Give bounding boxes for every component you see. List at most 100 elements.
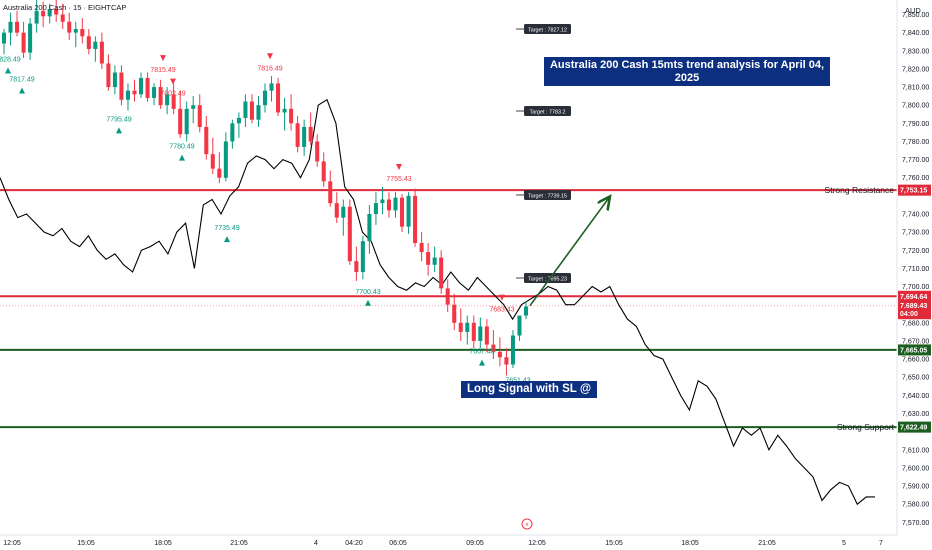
pivot-low-marker bbox=[365, 299, 371, 306]
target-tag-bg bbox=[524, 24, 571, 34]
candle-body bbox=[321, 161, 326, 182]
candle-body bbox=[145, 77, 150, 98]
candle-body bbox=[1, 32, 7, 44]
y-tick-label: 7,610.00 bbox=[902, 447, 929, 454]
pivot-high-label: 7683.43 bbox=[489, 307, 514, 314]
y-tick-label: 7,840.00 bbox=[902, 30, 929, 37]
candle-body bbox=[80, 29, 85, 37]
price-axis-bg bbox=[897, 0, 932, 550]
candle-body bbox=[158, 87, 163, 106]
candle-body bbox=[491, 344, 496, 352]
candle-body bbox=[217, 168, 222, 178]
candle-body bbox=[47, 9, 52, 17]
candle-body bbox=[165, 94, 170, 106]
x-tick-label: 06:05 bbox=[389, 540, 407, 547]
symbol-header: Australia 200 Cash · 15 · EIGHTCAP bbox=[3, 3, 127, 12]
pivot-high-marker bbox=[170, 78, 176, 85]
candle-body bbox=[256, 105, 261, 120]
pivot-low-marker bbox=[479, 359, 485, 366]
candle-body bbox=[139, 77, 144, 95]
candle-body bbox=[223, 141, 228, 178]
pivot-low-label: 7817.49 bbox=[9, 76, 34, 83]
price-tag-bg bbox=[898, 300, 931, 312]
pivot-high-marker bbox=[499, 294, 505, 301]
candle-body bbox=[243, 101, 248, 118]
pivot-high-label: 7755.43 bbox=[386, 176, 411, 183]
candle-body bbox=[86, 36, 91, 49]
candle-body bbox=[21, 32, 26, 53]
candle-body bbox=[132, 90, 137, 95]
support-label: Strong Support bbox=[837, 422, 895, 432]
currency-label: AUD bbox=[905, 6, 921, 15]
candle-body bbox=[262, 90, 268, 106]
x-tick-label: 18:05 bbox=[154, 540, 172, 547]
pivot-low-label: 7780.49 bbox=[169, 144, 194, 151]
event-icon bbox=[521, 518, 533, 530]
candle-body bbox=[67, 21, 72, 33]
x-tick-label: 12:05 bbox=[528, 540, 546, 547]
y-tick-label: 7,730.00 bbox=[902, 230, 929, 237]
candle-body bbox=[413, 195, 418, 244]
website-label: www.mastersinnifty.com bbox=[622, 85, 752, 97]
candle-body bbox=[347, 206, 352, 262]
y-tick-label: 7,770.00 bbox=[902, 157, 929, 164]
x-tick-label: 15:05 bbox=[77, 540, 95, 547]
candle-body bbox=[393, 197, 398, 211]
candle-body bbox=[230, 123, 235, 142]
pivot-high-marker bbox=[267, 53, 273, 60]
x-tick-label: 7 bbox=[879, 540, 883, 547]
analysis-title-box: Australia 200 Cash 15mts trend analysis … bbox=[544, 57, 830, 97]
y-tick-label: 7,670.00 bbox=[902, 338, 929, 345]
y-tick-label: 7,680.00 bbox=[902, 320, 929, 327]
pivot-high-marker bbox=[396, 164, 402, 171]
candle-body bbox=[152, 87, 157, 98]
candle-body bbox=[354, 261, 359, 273]
candle-body bbox=[99, 41, 104, 64]
candle-body bbox=[308, 126, 313, 142]
candle-body bbox=[484, 326, 489, 345]
target-tag-bg bbox=[524, 273, 571, 283]
analysis-title: Australia 200 Cash 15mts trend analysis … bbox=[549, 59, 825, 84]
candle-body bbox=[178, 108, 183, 135]
y-tick-label: 7,780.00 bbox=[902, 139, 929, 146]
y-tick-label: 7,740.00 bbox=[902, 212, 929, 219]
pivot-high-label: 7816.49 bbox=[257, 65, 282, 72]
pivot-low-label: 7700.43 bbox=[355, 289, 380, 296]
candle-body bbox=[60, 14, 65, 22]
price-tag-label: 04:00 bbox=[900, 311, 918, 318]
candle-body bbox=[400, 197, 405, 227]
x-tick-label: 18:05 bbox=[681, 540, 699, 547]
candle-body bbox=[367, 214, 372, 242]
y-tick-label: 7,630.00 bbox=[902, 411, 929, 418]
candle-body bbox=[315, 141, 320, 162]
pivot-low-marker bbox=[224, 236, 230, 243]
candle-body bbox=[452, 304, 457, 323]
candle-body bbox=[432, 257, 437, 265]
pivot-low-marker bbox=[5, 67, 11, 74]
candle-body bbox=[478, 326, 483, 341]
candle-body bbox=[191, 105, 196, 109]
candle-body bbox=[119, 72, 124, 100]
candle-body bbox=[125, 90, 130, 100]
candle-body bbox=[302, 126, 307, 147]
candle-body bbox=[34, 10, 39, 24]
candle-body bbox=[295, 123, 300, 147]
y-tick-label: 7,570.00 bbox=[902, 520, 929, 527]
lightning-icon: ⚡ bbox=[525, 521, 530, 529]
candle-body bbox=[54, 9, 59, 15]
target-label: Target : 7783.2 bbox=[530, 109, 566, 115]
y-tick-label: 7,710.00 bbox=[902, 266, 929, 273]
candle-body bbox=[445, 288, 450, 305]
candle-body bbox=[504, 357, 509, 365]
candle-body bbox=[15, 21, 20, 33]
x-tick-label: 12:05 bbox=[3, 540, 21, 547]
y-tick-label: 7,580.00 bbox=[902, 502, 929, 509]
candle-body bbox=[210, 154, 215, 169]
resistance-label: Strong Resistance bbox=[825, 185, 895, 195]
candle-body bbox=[282, 108, 287, 113]
target-tag-bg bbox=[524, 190, 571, 200]
candle-body bbox=[197, 105, 202, 127]
y-tick-label: 7,660.00 bbox=[902, 357, 929, 364]
pivot-low-marker bbox=[179, 154, 185, 161]
